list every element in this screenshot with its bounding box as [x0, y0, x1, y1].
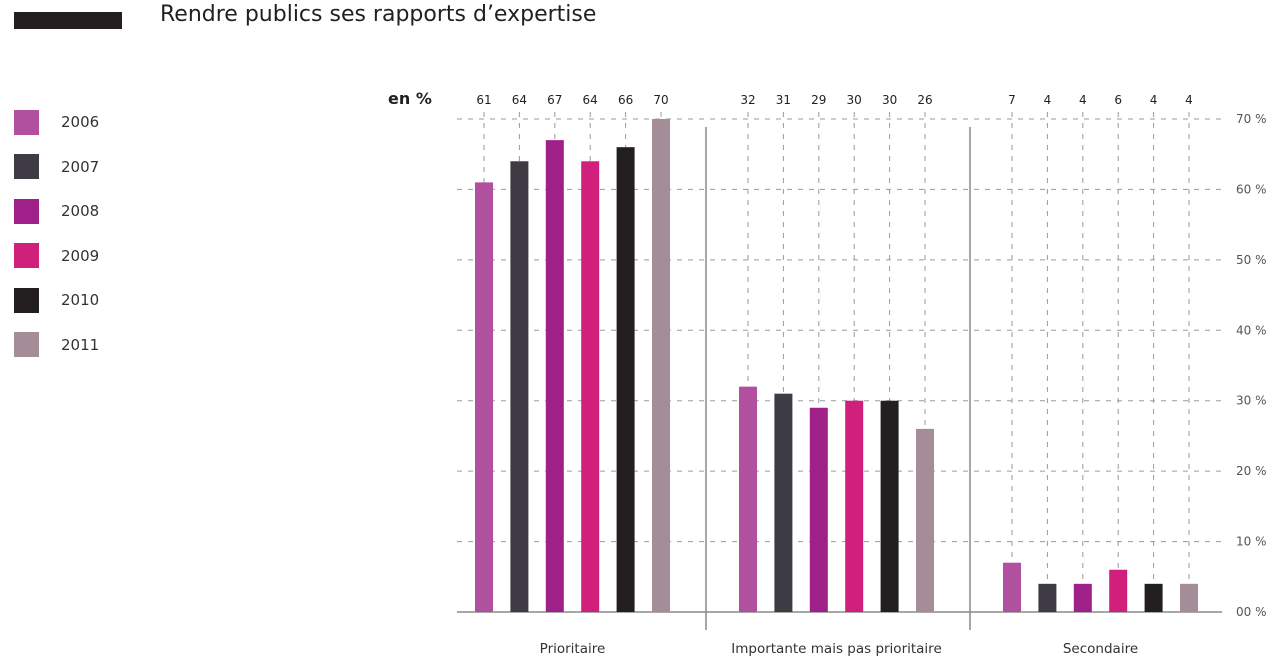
bar-value-label: 66	[618, 93, 633, 107]
y-tick-label: 10 %	[1236, 535, 1267, 549]
bar-2010-3	[1144, 583, 1163, 612]
bar-2007-2	[774, 393, 793, 612]
bar-value-label: 70	[653, 93, 668, 107]
bar-value-label: 4	[1185, 93, 1193, 107]
bar-value-label: 4	[1044, 93, 1052, 107]
bar-value-label: 6	[1114, 93, 1122, 107]
bar-value-label: 64	[583, 93, 598, 107]
legend-swatch	[14, 287, 39, 313]
category-label: Importante mais pas prioritaire	[731, 641, 942, 657]
category-label: Secondaire	[1063, 641, 1138, 657]
bar-2006-3	[1003, 562, 1021, 612]
y-tick-label: 30 %	[1236, 394, 1267, 408]
y-tick-label: 40 %	[1236, 323, 1267, 337]
legend-item-2007: 2007	[14, 145, 99, 190]
legend-swatch	[14, 198, 39, 224]
legend-swatch	[14, 154, 39, 180]
bar-value-label: 32	[740, 93, 755, 107]
bar-value-label: 31	[776, 93, 791, 107]
bar-2006-1	[475, 182, 493, 612]
bar-value-label: 67	[547, 93, 562, 107]
legend-item-2008: 2008	[14, 189, 99, 234]
legend-label: 2008	[61, 202, 100, 221]
bar-value-label: 4	[1150, 93, 1158, 107]
y-tick-label: 00 %	[1236, 605, 1267, 619]
bar-2010-1	[616, 147, 635, 612]
bar-value-label: 29	[811, 93, 826, 107]
bar-2007-3	[1038, 583, 1057, 612]
legend-label: 2011	[61, 335, 100, 354]
legend-item-2011: 2011	[14, 323, 99, 368]
y-tick-label: 70 %	[1236, 112, 1267, 126]
bar-2008-2	[809, 407, 828, 612]
title-bar-decoration	[14, 12, 122, 29]
legend-label: 2010	[61, 291, 100, 310]
bar-2008-1	[545, 140, 564, 612]
bar-2010-2	[880, 400, 899, 612]
bar-value-label: 4	[1079, 93, 1087, 107]
unit-label: en %	[388, 89, 432, 108]
bar-2011-1	[652, 119, 670, 612]
legend-swatch	[14, 243, 39, 269]
legend-label: 2009	[61, 246, 100, 265]
legend-item-2010: 2010	[14, 278, 99, 323]
category-label: Prioritaire	[540, 641, 606, 657]
legend-label: 2007	[61, 157, 100, 176]
bar-value-label: 7	[1008, 93, 1016, 107]
bar-2009-2	[845, 400, 864, 612]
bar-2009-3	[1109, 569, 1128, 612]
bar-value-label: 30	[882, 93, 897, 107]
legend: 2006 2007 2008 2009 2010 2011	[14, 100, 99, 367]
bar-2006-2	[739, 386, 757, 612]
legend-swatch	[14, 332, 39, 358]
bar-value-label: 30	[847, 93, 862, 107]
y-tick-label: 20 %	[1236, 464, 1267, 478]
chart-title: Rendre publics ses rapports d’expertise	[160, 2, 597, 27]
bar-2011-2	[916, 428, 934, 612]
bar-2009-1	[581, 161, 600, 612]
legend-swatch	[14, 109, 39, 135]
bar-2007-1	[510, 161, 529, 612]
y-tick-label: 50 %	[1236, 253, 1267, 267]
bar-2008-3	[1073, 583, 1092, 612]
legend-label: 2006	[61, 113, 100, 132]
bar-value-label: 26	[917, 93, 932, 107]
legend-item-2009: 2009	[14, 234, 99, 279]
bar-value-label: 64	[512, 93, 527, 107]
bar-2011-3	[1180, 583, 1198, 612]
y-tick-label: 60 %	[1236, 182, 1267, 196]
legend-item-2006: 2006	[14, 100, 99, 145]
bar-value-label: 61	[476, 93, 491, 107]
